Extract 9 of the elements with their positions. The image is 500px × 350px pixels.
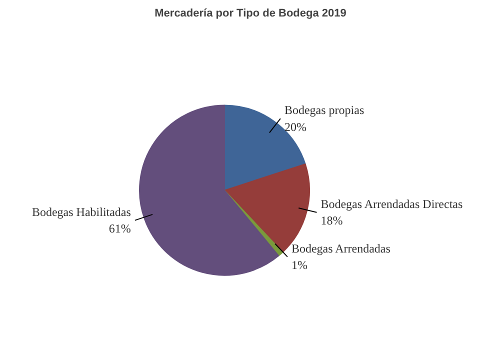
- data-label: 18%: [320, 214, 343, 228]
- data-label: 20%: [284, 120, 306, 134]
- slice-label: Bodegas Arrendadas Directas: [320, 196, 463, 211]
- slice-label: Bodegas propias: [284, 103, 364, 118]
- data-label: 61%: [108, 222, 131, 236]
- data-label: 1%: [291, 258, 308, 272]
- slice-label: Bodegas Arrendadas: [291, 241, 391, 256]
- chart-title: Mercadería por Tipo de Bodega 2019: [154, 8, 346, 20]
- slice-label: Bodegas Habilitadas: [32, 204, 132, 219]
